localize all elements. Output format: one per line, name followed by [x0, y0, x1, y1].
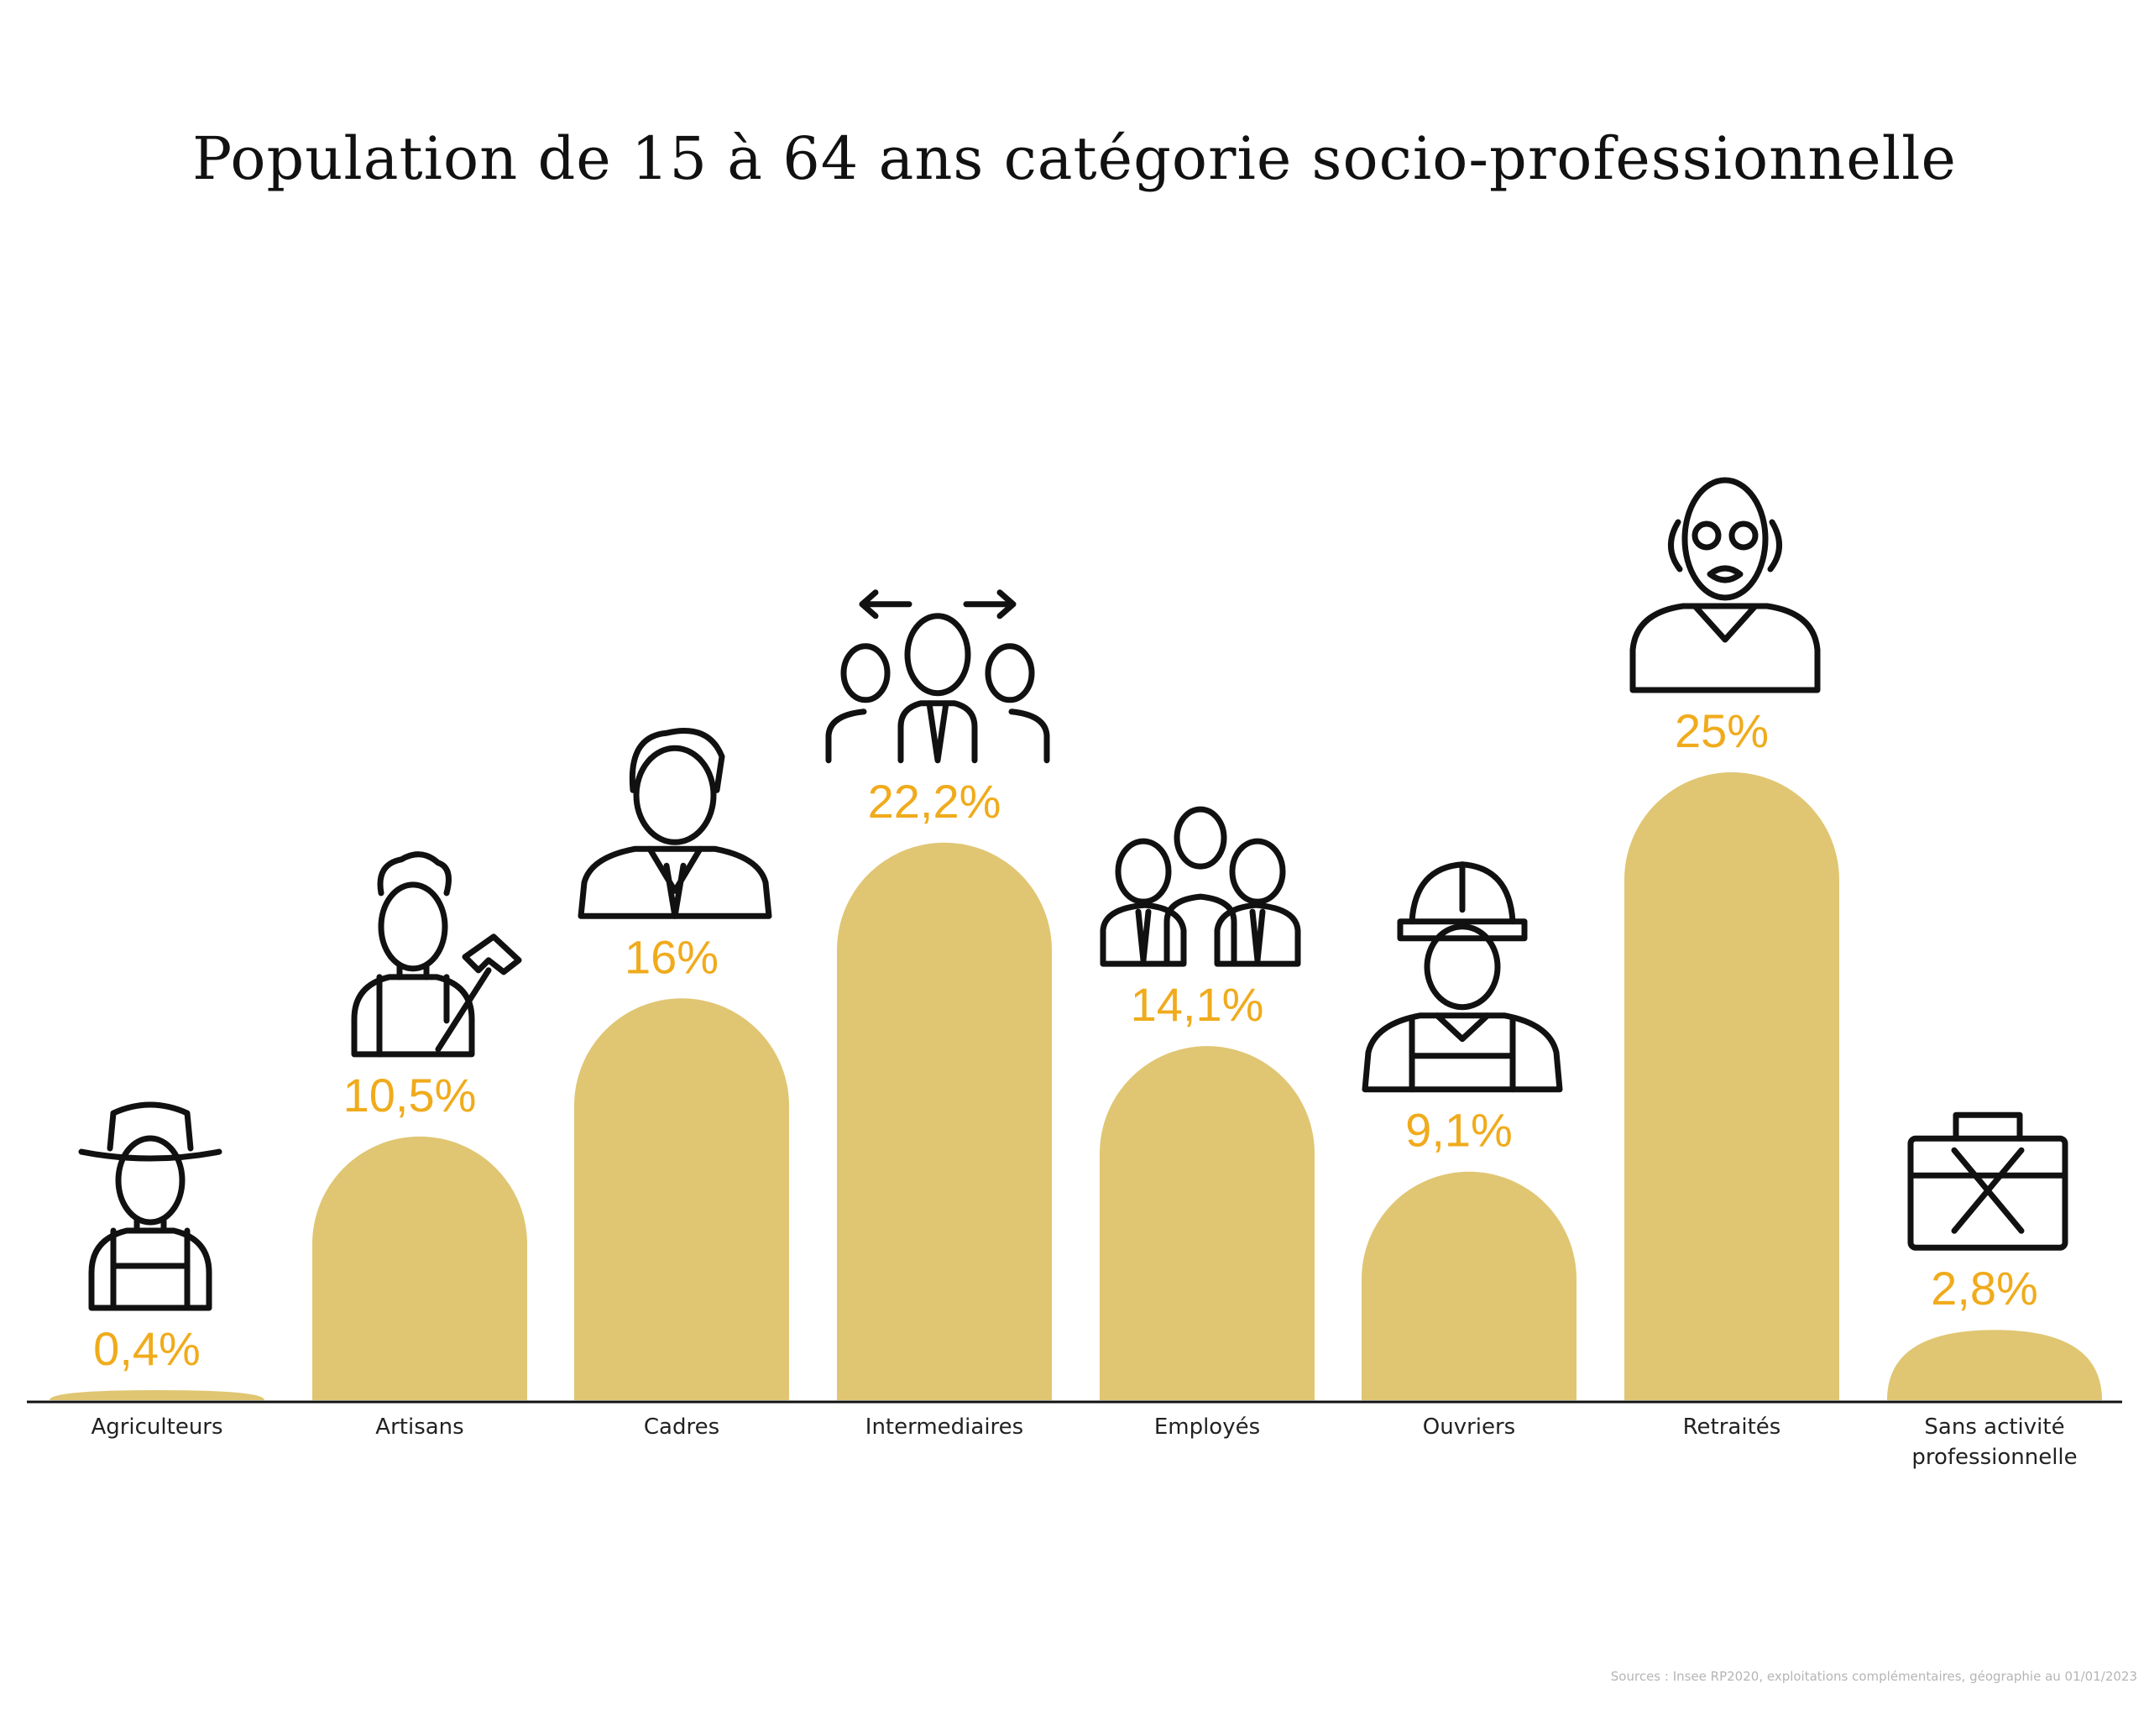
value-label: 0,4%: [93, 1322, 201, 1375]
value-label: 22,2%: [868, 775, 1001, 828]
executive-icon: [578, 728, 772, 919]
construction-worker-icon: [1362, 861, 1563, 1093]
bar-employés: [1100, 1046, 1315, 1400]
value-label: 25%: [1675, 704, 1769, 757]
value-label: 14,1%: [1131, 978, 1264, 1031]
bar-intermediaires: [837, 842, 1052, 1400]
category-label: Ouvriers: [1423, 1414, 1515, 1440]
chart-title: Population de 15 à 64 ans catégorie soci…: [192, 124, 1957, 193]
value-label: 9,1%: [1405, 1104, 1513, 1157]
source-note: Sources : Insee RP2020, exploitations co…: [1610, 1669, 2137, 1684]
team-manager-icon: [825, 589, 1050, 764]
bar-artisans: [312, 1136, 527, 1400]
category-label: professionnelle: [1911, 1445, 2077, 1470]
value-label: 10,5%: [343, 1069, 477, 1122]
farmer-icon: [78, 1101, 222, 1311]
retiree-icon: [1629, 477, 1821, 693]
bar-sans-activité-professionnelle: [1887, 1330, 2102, 1400]
bar-ouvriers: [1362, 1171, 1576, 1400]
bar-cadres: [574, 998, 789, 1400]
category-label: Cadres: [644, 1414, 719, 1440]
category-label: Agriculteurs: [91, 1414, 222, 1440]
category-label: Retraités: [1683, 1414, 1781, 1440]
bar-retraités: [1624, 772, 1839, 1400]
value-label: 2,8%: [1931, 1262, 2038, 1315]
bar-agriculteurs: [50, 1390, 264, 1400]
category-label: Employés: [1154, 1414, 1260, 1440]
category-label: Artisans: [375, 1414, 463, 1440]
employees-group-icon: [1100, 806, 1301, 967]
craftsman-hammer-icon: [351, 851, 522, 1058]
category-label: Intermediaires: [865, 1414, 1023, 1440]
briefcase-cross-icon: [1907, 1111, 2068, 1251]
category-label: Sans activité: [1924, 1414, 2064, 1440]
value-label: 16%: [625, 930, 719, 983]
